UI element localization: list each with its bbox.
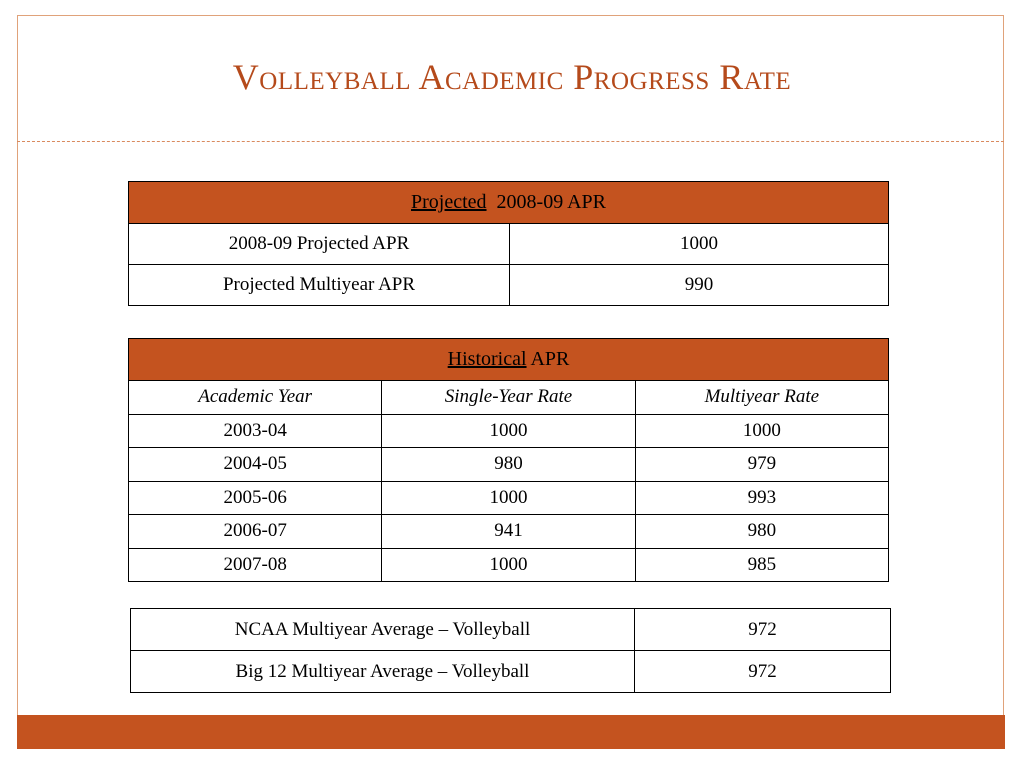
projected-header-row: Projected 2008-09 APR <box>128 181 889 224</box>
average-label: NCAA Multiyear Average – Volleyball <box>130 608 635 651</box>
projected-label: 2008-09 Projected APR <box>128 223 510 265</box>
single-year-rate-cell: 941 <box>381 514 636 549</box>
single-year-rate-cell: 1000 <box>381 547 636 582</box>
table-row: 2005-06 1000 993 <box>127 480 890 515</box>
average-value: 972 <box>634 650 891 693</box>
single-year-rate-cell: 1000 <box>381 480 636 515</box>
table-row: Big 12 Multiyear Average – Volleyball 97… <box>130 650 891 693</box>
title-divider <box>17 141 1004 142</box>
table-row: 2003-04 1000 1000 <box>127 413 890 448</box>
projected-header: Projected 2008-09 APR <box>128 181 889 224</box>
academic-year-cell: 2003-04 <box>127 413 383 448</box>
projected-header-keyword: Projected <box>411 191 487 213</box>
projected-label: Projected Multiyear APR <box>128 264 510 306</box>
column-header-academic-year: Academic Year <box>127 380 383 415</box>
table-row: 2008-09 Projected APR 1000 <box>128 223 889 265</box>
academic-year-cell: 2006-07 <box>127 514 383 549</box>
historical-header-row: Historical APR <box>128 338 889 381</box>
academic-year-cell: 2007-08 <box>127 547 383 582</box>
slide-title: Volleyball Academic Progress Rate <box>232 57 792 97</box>
table-row: NCAA Multiyear Average – Volleyball 972 <box>130 608 891 651</box>
average-value: 972 <box>634 608 891 651</box>
multiyear-rate-cell: 979 <box>634 447 890 482</box>
multiyear-rate-cell: 993 <box>634 480 890 515</box>
historical-header: Historical APR <box>128 338 889 381</box>
column-header-multiyear-rate: Multiyear Rate <box>634 380 890 415</box>
projected-value: 990 <box>509 264 889 306</box>
footer-band <box>17 715 1005 749</box>
table-row: Projected Multiyear APR 990 <box>128 264 889 306</box>
table-row: 2004-05 980 979 <box>127 447 890 482</box>
academic-year-cell: 2004-05 <box>127 447 383 482</box>
single-year-rate-cell: 1000 <box>381 413 636 448</box>
multiyear-rate-cell: 1000 <box>634 413 890 448</box>
historical-header-rest: APR <box>530 348 570 370</box>
column-header-row: Academic Year Single-Year Rate Multiyear… <box>127 380 890 415</box>
projected-apr-table: Projected 2008-09 APR 2008-09 Projected … <box>128 181 889 306</box>
average-label: Big 12 Multiyear Average – Volleyball <box>130 650 635 693</box>
academic-year-cell: 2005-06 <box>127 480 383 515</box>
projected-value: 1000 <box>509 223 889 265</box>
table-row: 2006-07 941 980 <box>127 514 890 549</box>
historical-header-keyword: Historical <box>447 348 527 370</box>
projected-header-rest: 2008-09 APR <box>496 191 606 213</box>
column-header-single-year-rate: Single-Year Rate <box>381 380 636 415</box>
multiyear-average-table: NCAA Multiyear Average – Volleyball 972 … <box>130 608 891 693</box>
historical-apr-table: Historical APR Academic Year Single-Year… <box>127 338 890 582</box>
single-year-rate-cell: 980 <box>381 447 636 482</box>
table-row: 2007-08 1000 985 <box>127 547 890 582</box>
multiyear-rate-cell: 985 <box>634 547 890 582</box>
multiyear-rate-cell: 980 <box>634 514 890 549</box>
